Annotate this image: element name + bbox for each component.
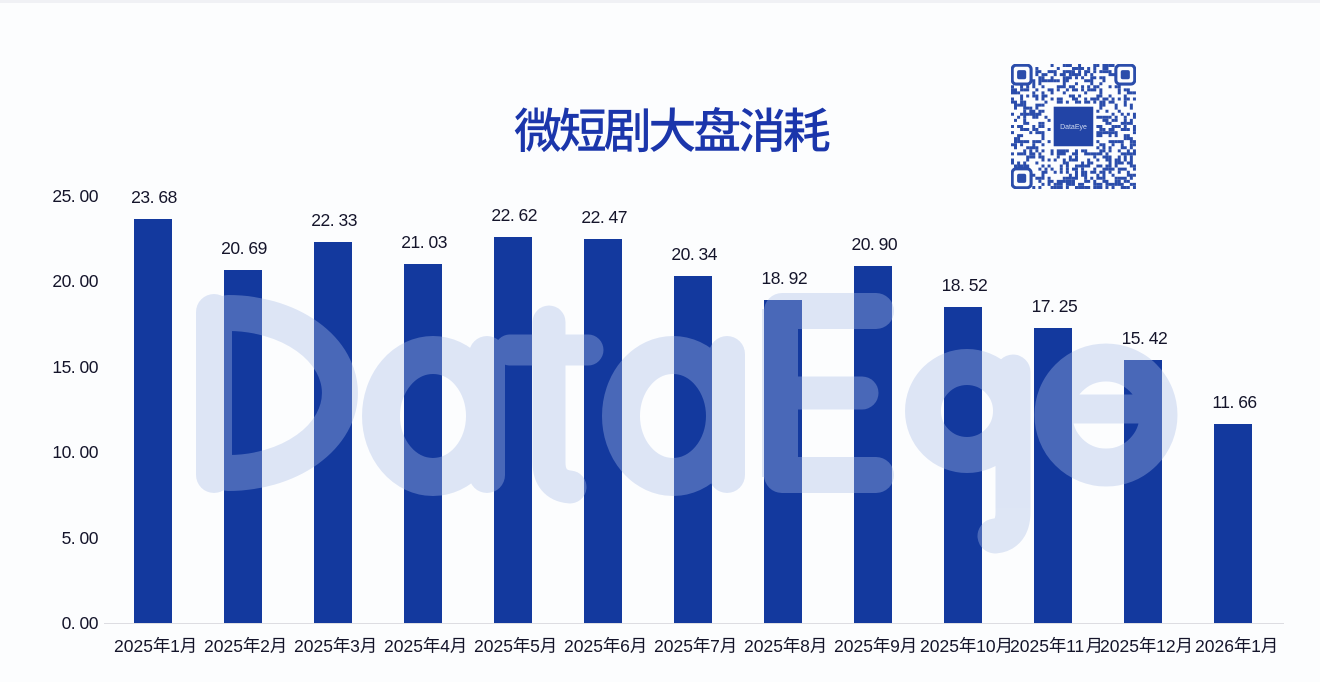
svg-text:2025: 2025 bbox=[834, 636, 873, 656]
svg-text:2: 2 bbox=[260, 636, 270, 656]
svg-text:3: 3 bbox=[350, 636, 360, 656]
svg-text:2025: 2025 bbox=[654, 636, 693, 656]
svg-text:8: 8 bbox=[800, 636, 810, 656]
svg-text:6: 6 bbox=[620, 636, 630, 656]
svg-text:2025: 2025 bbox=[474, 636, 513, 656]
svg-text:12: 12 bbox=[1156, 636, 1175, 656]
svg-text:2025: 2025 bbox=[204, 636, 243, 656]
svg-text:2026: 2026 bbox=[1195, 636, 1234, 656]
svg-text:2025: 2025 bbox=[384, 636, 423, 656]
svg-text:2025: 2025 bbox=[920, 636, 959, 656]
svg-text:2025: 2025 bbox=[1010, 636, 1049, 656]
svg-text:7: 7 bbox=[710, 636, 720, 656]
svg-text:2025: 2025 bbox=[114, 636, 153, 656]
svg-text:1: 1 bbox=[170, 636, 180, 656]
svg-text:2025: 2025 bbox=[564, 636, 603, 656]
svg-text:9: 9 bbox=[890, 636, 900, 656]
svg-text:10: 10 bbox=[976, 636, 996, 656]
svg-text:2025: 2025 bbox=[294, 636, 333, 656]
svg-text:2025: 2025 bbox=[744, 636, 783, 656]
svg-text:4: 4 bbox=[440, 636, 450, 656]
svg-text:11: 11 bbox=[1066, 636, 1084, 656]
svg-text:5: 5 bbox=[530, 636, 540, 656]
svg-text:DataEye: DataEye bbox=[1060, 124, 1087, 131]
svg-text:1: 1 bbox=[1251, 636, 1261, 656]
svg-text:2025: 2025 bbox=[1100, 636, 1139, 656]
